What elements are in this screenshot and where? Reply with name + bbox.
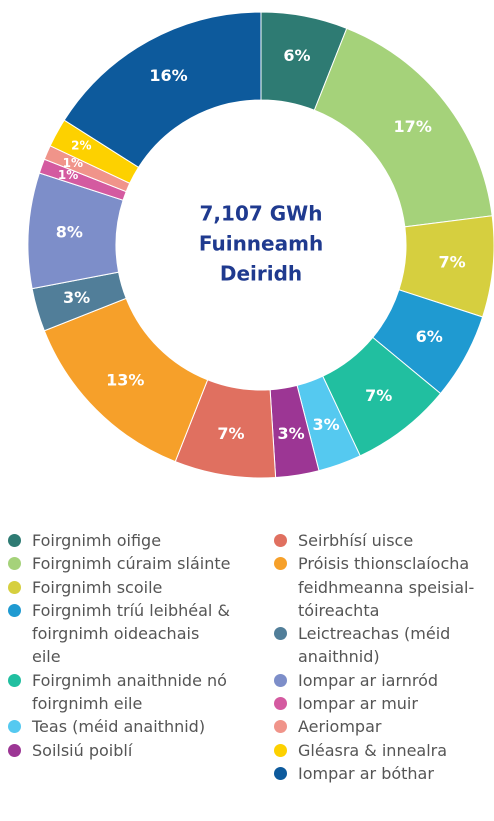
center-label: 7,107 GWh xyxy=(200,202,323,226)
legend-label: Iompar ar muir xyxy=(298,694,418,714)
legend-swatch xyxy=(274,534,287,547)
data-label: 1% xyxy=(63,156,83,170)
legend-label: Iompar ar iarnród xyxy=(298,670,439,690)
legend-label: Leictreachas (méid anaithnid) xyxy=(298,624,451,667)
data-label: 8% xyxy=(56,222,83,241)
legend-item: Soilsiú poiblí xyxy=(6,739,232,762)
legend-swatch xyxy=(274,743,287,757)
legend-label: Iompar ar bóthar xyxy=(298,763,434,783)
legend-label: Seirbhísí uisce xyxy=(298,531,414,550)
data-label: 3% xyxy=(312,415,339,434)
legend-swatch xyxy=(274,720,287,734)
legend-item: Teas (méid anaithnid) xyxy=(6,715,232,738)
data-label: 7% xyxy=(365,386,392,405)
legend-swatch xyxy=(8,743,21,757)
legend-swatch xyxy=(274,697,287,711)
legend-label: Soilsiú poiblí xyxy=(32,740,133,760)
legend-swatch xyxy=(8,557,21,571)
legend-item: Gléasra & innealra xyxy=(272,739,488,762)
legend-swatch xyxy=(8,580,21,594)
data-label: 3% xyxy=(277,424,304,443)
data-label: 3% xyxy=(63,288,90,307)
legend-swatch xyxy=(274,627,287,641)
legend-label: Próisis thionsclaíocha feidhmeanna speis… xyxy=(298,554,475,620)
data-label: 13% xyxy=(106,370,144,389)
data-label: 6% xyxy=(416,327,443,346)
legend-label: Foirgnimh anaithnide nó foirgnimh eile xyxy=(32,670,227,714)
legend-item: Leictreachas (méid anaithnid) xyxy=(272,622,488,669)
center-label: Fuinneamh xyxy=(199,232,323,256)
legend-swatch xyxy=(8,603,21,617)
legend-swatch xyxy=(274,673,287,687)
legend-label: Foirgnimh oifige xyxy=(32,531,162,550)
legend-item: Foirgnimh tríú leibhéal & foirgnimh oide… xyxy=(6,599,232,669)
legend-item: Foirgnimh anaithnide nó foirgnimh eile xyxy=(6,669,232,716)
legend-swatch xyxy=(274,766,287,780)
legend-label: Foirgnimh cúraim sláinte xyxy=(32,554,231,574)
data-label: 7% xyxy=(439,253,466,272)
legend-label: Gléasra & innealra xyxy=(298,740,448,760)
legend-item: Aeriompar xyxy=(272,715,488,738)
donut-segment xyxy=(63,11,262,168)
legend-item: Foirgnimh oifige xyxy=(6,529,232,552)
center-label: Deiridh xyxy=(220,262,302,286)
legend-swatch xyxy=(274,557,287,571)
chart: 6% 17% 7% 6% 7% 3% 3% 7% 13% 3% 8% 1%1% 2% 16% 7,107 G… xyxy=(27,11,494,479)
data-label: 17% xyxy=(394,117,432,136)
data-label: 1% xyxy=(58,168,78,182)
data-label: 2% xyxy=(71,139,91,153)
legend-item: Seirbhísí uisce xyxy=(272,529,488,552)
data-label: 16% xyxy=(149,66,187,85)
data-label: 6% xyxy=(283,46,310,65)
legend-swatch xyxy=(8,534,21,547)
legend-item: Foirgnimh scoile xyxy=(6,576,232,599)
legend-label: Aeriompar xyxy=(298,717,382,737)
legend-item: Iompar ar muir xyxy=(272,692,488,715)
legend-label: Foirgnimh scoile xyxy=(32,577,163,597)
legend-item: Iompar ar iarnród xyxy=(272,669,488,692)
legend-swatch xyxy=(8,673,21,687)
legend-item: Foirgnimh cúraim sláinte xyxy=(6,552,232,575)
legend-label: Foirgnimh tríú leibhéal & foirgnimh oide… xyxy=(32,600,230,667)
data-label: 7% xyxy=(217,424,244,443)
legend: Seirbhísí uisce Próisis thionsclaíocha fe… xyxy=(272,529,487,785)
legend-label: Teas (méid anaithnid) xyxy=(32,717,206,737)
legend-swatch xyxy=(8,720,21,734)
legend-item: Iompar ar bóthar xyxy=(272,762,488,785)
legend-item: Próisis thionsclaíocha feidhmeanna speis… xyxy=(272,552,488,622)
legend: Foirgnimh oifige Foirgnimh cúraim sláinte… xyxy=(6,529,246,762)
